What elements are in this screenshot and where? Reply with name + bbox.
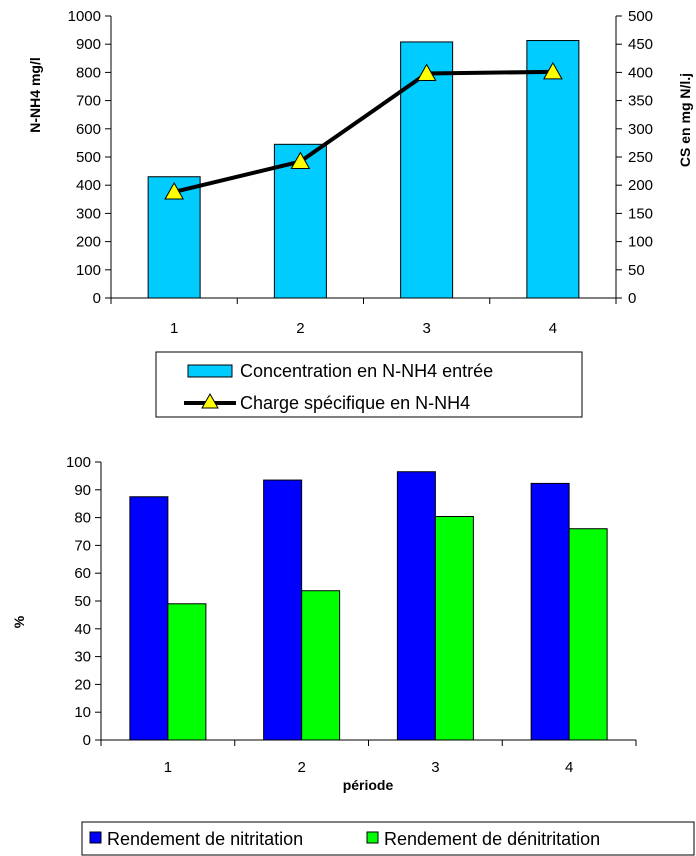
y-tick-label: 30 bbox=[74, 649, 91, 666]
chart-1-axes: 0100200300400500600700800900100005010015… bbox=[68, 8, 653, 337]
right-tick-label: 350 bbox=[628, 93, 653, 110]
x-tick-label: 3 bbox=[422, 320, 430, 337]
left-tick-label: 300 bbox=[76, 205, 101, 222]
right-tick-label: 300 bbox=[628, 121, 653, 138]
right-tick-label: 500 bbox=[628, 8, 653, 25]
chart-1-left-axis-title: N-NH4 mg/l bbox=[27, 57, 43, 132]
legend-label-concentration: Concentration en N-NH4 entrée bbox=[240, 361, 493, 381]
marker-charge-3 bbox=[416, 63, 437, 82]
right-tick-label: 200 bbox=[628, 177, 653, 194]
chart-2-legend: Rendement de nitritation Rendement de dé… bbox=[81, 821, 695, 856]
y-tick-label: 60 bbox=[74, 565, 91, 582]
x-tick-label: 2 bbox=[297, 759, 305, 776]
y-tick-label: 70 bbox=[74, 537, 91, 554]
x-tick-label: 4 bbox=[565, 759, 573, 776]
legend-swatch-denitritation bbox=[366, 831, 379, 844]
chart-1-line-series bbox=[164, 61, 563, 200]
left-tick-label: 900 bbox=[76, 36, 101, 53]
chart-2-x-axis-title: période bbox=[343, 777, 394, 793]
legend-swatch-nitritation bbox=[89, 831, 102, 844]
legend-marker-charge bbox=[201, 392, 219, 409]
bar-nitritation-2 bbox=[263, 479, 303, 741]
chart-2-bars bbox=[129, 471, 608, 741]
right-tick-label: 250 bbox=[628, 149, 653, 166]
left-tick-label: 500 bbox=[76, 149, 101, 166]
right-tick-label: 400 bbox=[628, 64, 653, 81]
y-tick-label: 10 bbox=[74, 704, 91, 721]
left-tick-label: 800 bbox=[76, 64, 101, 81]
bar-nitritation-1 bbox=[129, 496, 169, 741]
x-tick-label: 3 bbox=[431, 759, 439, 776]
x-tick-label: 4 bbox=[549, 320, 557, 337]
left-tick-label: 600 bbox=[76, 121, 101, 138]
chart-1-right-axis-title: CS en mg N/l.j bbox=[677, 73, 693, 167]
bar-nitritation-3 bbox=[396, 471, 436, 741]
left-tick-label: 1000 bbox=[68, 8, 101, 25]
bar-denitritation-4 bbox=[568, 528, 608, 741]
bar-denitritation-1 bbox=[167, 603, 207, 741]
legend-label-charge: Charge spécifique en N-NH4 bbox=[240, 393, 470, 413]
bar-nitritation-4 bbox=[530, 482, 570, 741]
marker-charge-2 bbox=[290, 151, 311, 170]
right-tick-label: 50 bbox=[628, 262, 645, 279]
chart-1: 0100200300400500600700800900100005010015… bbox=[27, 8, 693, 418]
legend-label-denitritation: Rendement de dénitritation bbox=[384, 829, 600, 849]
bar-concentration-4 bbox=[526, 40, 580, 299]
x-tick-label: 2 bbox=[296, 320, 304, 337]
chart-2-y-axis-title: % bbox=[11, 615, 27, 628]
right-tick-label: 100 bbox=[628, 234, 653, 251]
chart-2-axes: 0 10 20 30 40 50 60 70 80 90 100 1 2 3 4 bbox=[66, 454, 637, 776]
left-tick-label: 100 bbox=[76, 262, 101, 279]
chart-1-bars bbox=[147, 40, 580, 299]
left-tick-label: 200 bbox=[76, 234, 101, 251]
chart-2: 0 10 20 30 40 50 60 70 80 90 100 1 2 3 4 % période Ren… bbox=[11, 454, 695, 856]
right-tick-label: 0 bbox=[628, 290, 636, 307]
chart-2-legend-frame bbox=[81, 821, 695, 856]
bar-denitritation-2 bbox=[301, 590, 341, 741]
marker-charge-1 bbox=[164, 181, 184, 200]
right-tick-label: 150 bbox=[628, 205, 653, 222]
left-tick-label: 400 bbox=[76, 177, 101, 194]
x-tick-label: 1 bbox=[164, 759, 172, 776]
line-charge-specifique bbox=[173, 69, 553, 194]
chart-1-legend-frame bbox=[155, 351, 583, 418]
y-tick-label: 50 bbox=[74, 593, 91, 610]
y-tick-label: 100 bbox=[66, 454, 91, 471]
bar-concentration-2 bbox=[273, 143, 327, 299]
left-tick-label: 0 bbox=[93, 290, 101, 307]
y-tick-label: 0 bbox=[83, 732, 91, 749]
x-tick-label: 1 bbox=[170, 320, 178, 337]
y-tick-label: 20 bbox=[74, 676, 91, 693]
left-tick-label: 700 bbox=[76, 93, 101, 110]
y-tick-label: 80 bbox=[74, 510, 91, 527]
y-tick-label: 90 bbox=[74, 482, 91, 499]
legend-label-nitritation: Rendement de nitritation bbox=[107, 829, 303, 849]
marker-charge-4 bbox=[543, 61, 563, 80]
y-tick-label: 40 bbox=[74, 621, 91, 638]
bar-denitritation-3 bbox=[434, 515, 474, 741]
chart-1-legend: Concentration en N-NH4 entrée Charge spé… bbox=[155, 351, 583, 418]
legend-swatch-concentration bbox=[187, 364, 233, 378]
right-tick-label: 450 bbox=[628, 36, 653, 53]
